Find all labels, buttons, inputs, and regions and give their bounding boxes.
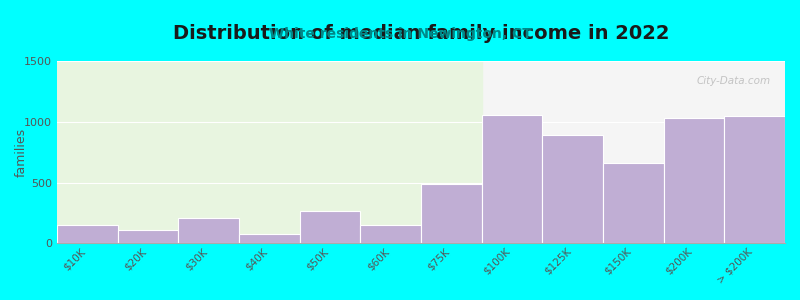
Bar (482, 115, 542, 243)
Bar (57, 225, 118, 243)
Bar (421, 184, 482, 243)
Bar (57, 61, 482, 243)
Bar (118, 230, 178, 243)
Bar (300, 211, 361, 243)
Text: City-Data.com: City-Data.com (696, 76, 770, 86)
Bar (603, 163, 664, 243)
Bar (361, 225, 421, 243)
Y-axis label: families: families (15, 128, 28, 177)
Bar (178, 218, 239, 243)
Bar (724, 116, 785, 243)
Bar (239, 234, 300, 243)
Bar (664, 118, 724, 243)
Title: Distribution of median family income in 2022: Distribution of median family income in … (173, 24, 670, 43)
Bar (542, 135, 603, 243)
Text: White residents in Newington, CT: White residents in Newington, CT (269, 27, 531, 41)
